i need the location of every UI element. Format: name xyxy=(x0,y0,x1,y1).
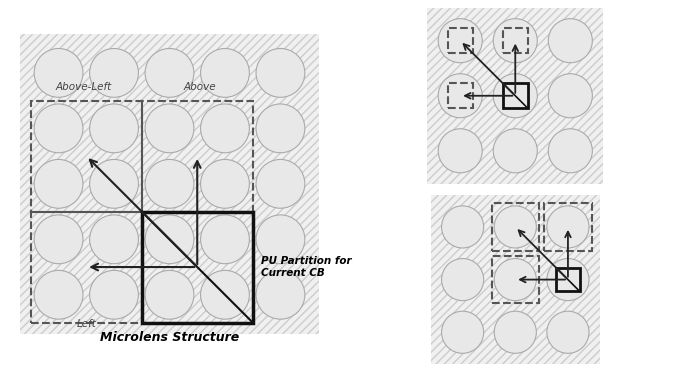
Circle shape xyxy=(34,215,83,264)
Circle shape xyxy=(34,49,83,97)
Circle shape xyxy=(256,159,305,208)
Circle shape xyxy=(494,206,536,248)
Circle shape xyxy=(89,159,138,208)
Circle shape xyxy=(438,129,482,173)
Circle shape xyxy=(145,49,194,97)
Circle shape xyxy=(494,311,536,353)
Circle shape xyxy=(89,49,138,97)
Circle shape xyxy=(201,270,250,319)
Circle shape xyxy=(438,74,482,118)
Circle shape xyxy=(201,159,250,208)
Circle shape xyxy=(256,49,305,97)
Text: Above-Left: Above-Left xyxy=(56,82,112,92)
Bar xyxy=(448,83,473,108)
Bar xyxy=(142,101,253,211)
Circle shape xyxy=(494,129,537,173)
Circle shape xyxy=(34,270,83,319)
Text: Microlens Structure: Microlens Structure xyxy=(100,331,239,344)
Circle shape xyxy=(201,104,250,153)
Bar xyxy=(142,211,253,322)
Circle shape xyxy=(89,270,138,319)
Circle shape xyxy=(547,259,589,301)
Circle shape xyxy=(494,259,536,301)
Circle shape xyxy=(547,311,589,353)
Circle shape xyxy=(549,19,593,63)
Text: Left: Left xyxy=(77,319,96,329)
Circle shape xyxy=(34,104,83,153)
Circle shape xyxy=(256,270,305,319)
Bar xyxy=(556,268,580,291)
Circle shape xyxy=(547,206,589,248)
Bar xyxy=(503,83,527,108)
Circle shape xyxy=(256,104,305,153)
Circle shape xyxy=(34,159,83,208)
Circle shape xyxy=(549,74,593,118)
Circle shape xyxy=(145,159,194,208)
Circle shape xyxy=(441,311,483,353)
Text: PU Partition for
Current CB: PU Partition for Current CB xyxy=(261,256,352,278)
Circle shape xyxy=(441,259,483,301)
Circle shape xyxy=(441,206,483,248)
Circle shape xyxy=(145,270,194,319)
Bar xyxy=(492,256,539,303)
Bar xyxy=(492,203,539,250)
Circle shape xyxy=(494,19,537,63)
Bar xyxy=(544,203,592,250)
Circle shape xyxy=(89,104,138,153)
Bar xyxy=(448,28,473,53)
Circle shape xyxy=(201,215,250,264)
Bar xyxy=(31,101,142,211)
Text: Above: Above xyxy=(184,82,216,92)
Circle shape xyxy=(89,215,138,264)
Circle shape xyxy=(145,215,194,264)
Circle shape xyxy=(201,49,250,97)
Circle shape xyxy=(438,19,482,63)
Circle shape xyxy=(549,129,593,173)
Bar xyxy=(503,28,527,53)
Circle shape xyxy=(494,74,537,118)
Circle shape xyxy=(256,215,305,264)
Circle shape xyxy=(145,104,194,153)
Bar xyxy=(31,211,142,322)
